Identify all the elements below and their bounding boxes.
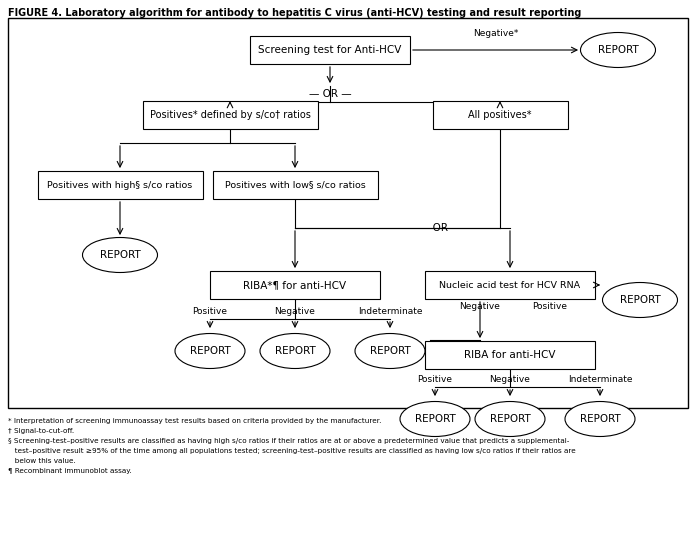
Text: Positive: Positive [533,302,567,311]
Text: Negative: Negative [275,307,316,316]
Ellipse shape [400,401,470,437]
Text: ¶ Recombinant immunoblot assay.: ¶ Recombinant immunoblot assay. [8,468,132,474]
Text: All positives*: All positives* [468,110,532,120]
Text: — OR —: — OR — [419,223,461,233]
Text: below this value.: below this value. [8,458,76,464]
Text: Positives with low§ s/co ratios: Positives with low§ s/co ratios [224,180,365,189]
Ellipse shape [82,238,158,272]
FancyBboxPatch shape [142,101,318,129]
Ellipse shape [260,333,330,369]
Text: REPORT: REPORT [580,414,620,424]
Text: Negative: Negative [459,302,500,311]
FancyBboxPatch shape [8,18,688,408]
Text: Positive: Positive [418,375,452,384]
FancyBboxPatch shape [210,271,380,299]
FancyBboxPatch shape [425,341,595,369]
Text: RIBA for anti-HCV: RIBA for anti-HCV [464,350,556,360]
Ellipse shape [175,333,245,369]
Text: REPORT: REPORT [100,250,140,260]
Text: Positives* defined by s/co† ratios: Positives* defined by s/co† ratios [150,110,310,120]
FancyBboxPatch shape [433,101,567,129]
FancyBboxPatch shape [38,171,203,199]
Text: Positive: Positive [192,307,227,316]
Ellipse shape [475,401,545,437]
Text: Indeterminate: Indeterminate [568,375,632,384]
Text: § Screening-test–positive results are classified as having high s/co ratios if t: § Screening-test–positive results are cl… [8,438,569,444]
Text: REPORT: REPORT [415,414,455,424]
Ellipse shape [355,333,425,369]
Text: Screening test for Anti-HCV: Screening test for Anti-HCV [259,45,401,55]
FancyBboxPatch shape [250,36,410,64]
FancyBboxPatch shape [425,271,595,299]
Text: Indeterminate: Indeterminate [358,307,422,316]
Text: REPORT: REPORT [190,346,231,356]
FancyBboxPatch shape [213,171,378,199]
Text: RIBA*¶ for anti-HCV: RIBA*¶ for anti-HCV [243,280,346,290]
Text: † Signal-to-cut-off.: † Signal-to-cut-off. [8,428,74,434]
Text: Nucleic acid test for HCV RNA: Nucleic acid test for HCV RNA [439,280,581,289]
Text: — OR —: — OR — [309,89,351,99]
Text: Negative: Negative [489,375,530,384]
Text: REPORT: REPORT [369,346,411,356]
Text: REPORT: REPORT [620,295,660,305]
Text: Positives with high§ s/co ratios: Positives with high§ s/co ratios [47,180,192,189]
Text: * Interpretation of screening immunoassay test results based on criteria provide: * Interpretation of screening immunoassa… [8,418,381,424]
Ellipse shape [602,282,677,317]
Text: REPORT: REPORT [597,45,638,55]
Text: Negative*: Negative* [473,29,518,38]
Text: FIGURE 4. Laboratory algorithm for antibody to hepatitis C virus (anti-HCV) test: FIGURE 4. Laboratory algorithm for antib… [8,8,581,18]
Text: test–positive result ≥95% of the time among all populations tested; screening-te: test–positive result ≥95% of the time am… [8,448,576,454]
Text: REPORT: REPORT [275,346,315,356]
Ellipse shape [581,33,655,67]
Text: REPORT: REPORT [489,414,530,424]
Ellipse shape [565,401,635,437]
